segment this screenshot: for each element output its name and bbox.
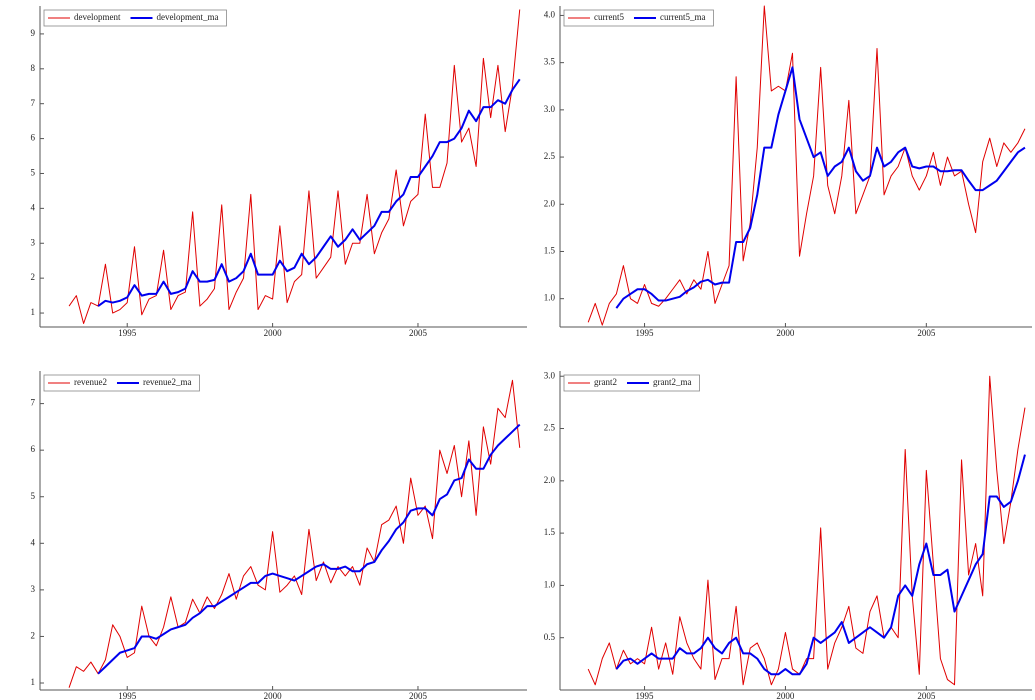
- series-line: [615, 454, 1026, 676]
- x-tick-label: 2000: [264, 691, 283, 700]
- x-tick-label: 2005: [917, 328, 936, 338]
- x-tick-label: 2000: [776, 691, 795, 700]
- y-tick-label: 1.5: [544, 527, 556, 537]
- x-tick-label: 2000: [264, 328, 283, 338]
- y-tick-label: 2.0: [544, 198, 556, 208]
- y-tick-label: 2.5: [544, 151, 556, 161]
- x-tick-label: 2000: [776, 328, 795, 338]
- legend-label: development_ma: [157, 12, 219, 22]
- x-tick-label: 2005: [917, 691, 936, 700]
- series-line: [97, 78, 521, 307]
- legend-label: grant2_ma: [653, 377, 692, 387]
- legend-label: revenue2: [74, 377, 107, 387]
- y-tick-label: 1.5: [544, 246, 556, 256]
- legend-label: revenue2_ma: [143, 377, 191, 387]
- series-line: [615, 66, 1026, 309]
- x-tick-label: 2005: [409, 691, 428, 700]
- y-tick-label: 4.0: [544, 10, 556, 20]
- y-tick-label: 3: [31, 237, 36, 247]
- legend-label: grant2: [594, 377, 617, 387]
- y-tick-label: 7: [31, 98, 36, 108]
- y-tick-label: 4: [31, 537, 36, 547]
- series-line: [587, 5, 1026, 326]
- y-tick-label: 2.5: [544, 423, 556, 433]
- x-tick-label: 2005: [409, 328, 428, 338]
- y-tick-label: 1: [31, 677, 36, 687]
- series-line: [587, 375, 1026, 686]
- y-tick-label: 8: [31, 63, 36, 73]
- x-tick-label: 1995: [118, 328, 137, 338]
- y-tick-label: 1: [31, 307, 36, 317]
- y-tick-label: 2.0: [544, 475, 556, 485]
- series-line: [68, 9, 521, 325]
- legend: revenue2 revenue2_ma: [43, 374, 200, 392]
- y-tick-label: 1.0: [544, 579, 556, 589]
- y-tick-label: 3.0: [544, 104, 556, 114]
- x-tick-label: 1995: [118, 691, 137, 700]
- legend-label: development: [74, 12, 121, 22]
- legend-label: current5_ma: [660, 12, 705, 22]
- y-tick-label: 6: [31, 133, 36, 143]
- y-tick-label: 2: [31, 631, 36, 641]
- y-tick-label: 2: [31, 272, 36, 282]
- y-tick-label: 5: [31, 168, 36, 178]
- y-tick-label: 3.5: [544, 57, 556, 67]
- legend-label: current5: [594, 12, 624, 22]
- x-tick-label: 1995: [636, 328, 655, 338]
- legend: development development_ma: [43, 9, 227, 27]
- x-tick-label: 1995: [636, 691, 655, 700]
- y-tick-label: 5: [31, 491, 36, 501]
- y-tick-label: 3.0: [544, 370, 556, 380]
- legend: grant2 grant2_ma: [563, 374, 700, 392]
- y-tick-label: 7: [31, 398, 36, 408]
- series-line: [97, 423, 521, 675]
- y-tick-label: 0.5: [544, 632, 556, 642]
- y-tick-label: 3: [31, 584, 36, 594]
- series-line: [68, 379, 521, 688]
- y-tick-label: 4: [31, 202, 36, 212]
- panel: 1.0 1.5 2.0 2.5 3.0 3.5 4.0 1995 2000 2005 current…: [544, 5, 1032, 338]
- y-tick-label: 1.0: [544, 293, 556, 303]
- legend: current5 current5_ma: [563, 9, 714, 27]
- panel: 1 2 3 4 5 6 7 1995 2000 2005 revenue2 revenue2_ma: [31, 371, 527, 700]
- y-tick-label: 9: [31, 28, 36, 38]
- y-tick-label: 6: [31, 444, 36, 454]
